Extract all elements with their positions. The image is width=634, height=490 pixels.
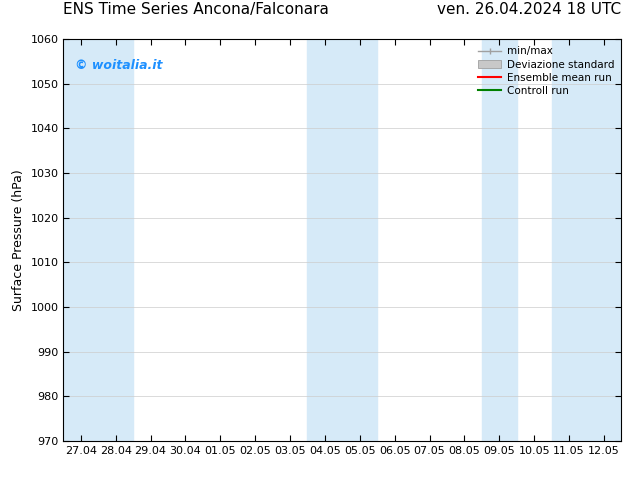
Bar — [552, 39, 621, 441]
Text: ENS Time Series Ancona/Falconara: ENS Time Series Ancona/Falconara — [63, 2, 329, 17]
Text: © woitalia.it: © woitalia.it — [75, 59, 162, 73]
Bar — [482, 39, 517, 441]
Text: ven. 26.04.2024 18 UTC: ven. 26.04.2024 18 UTC — [437, 2, 621, 17]
Bar — [307, 39, 377, 441]
Legend: min/max, Deviazione standard, Ensemble mean run, Controll run: min/max, Deviazione standard, Ensemble m… — [474, 42, 618, 100]
Bar — [63, 39, 133, 441]
Y-axis label: Surface Pressure (hPa): Surface Pressure (hPa) — [12, 169, 25, 311]
